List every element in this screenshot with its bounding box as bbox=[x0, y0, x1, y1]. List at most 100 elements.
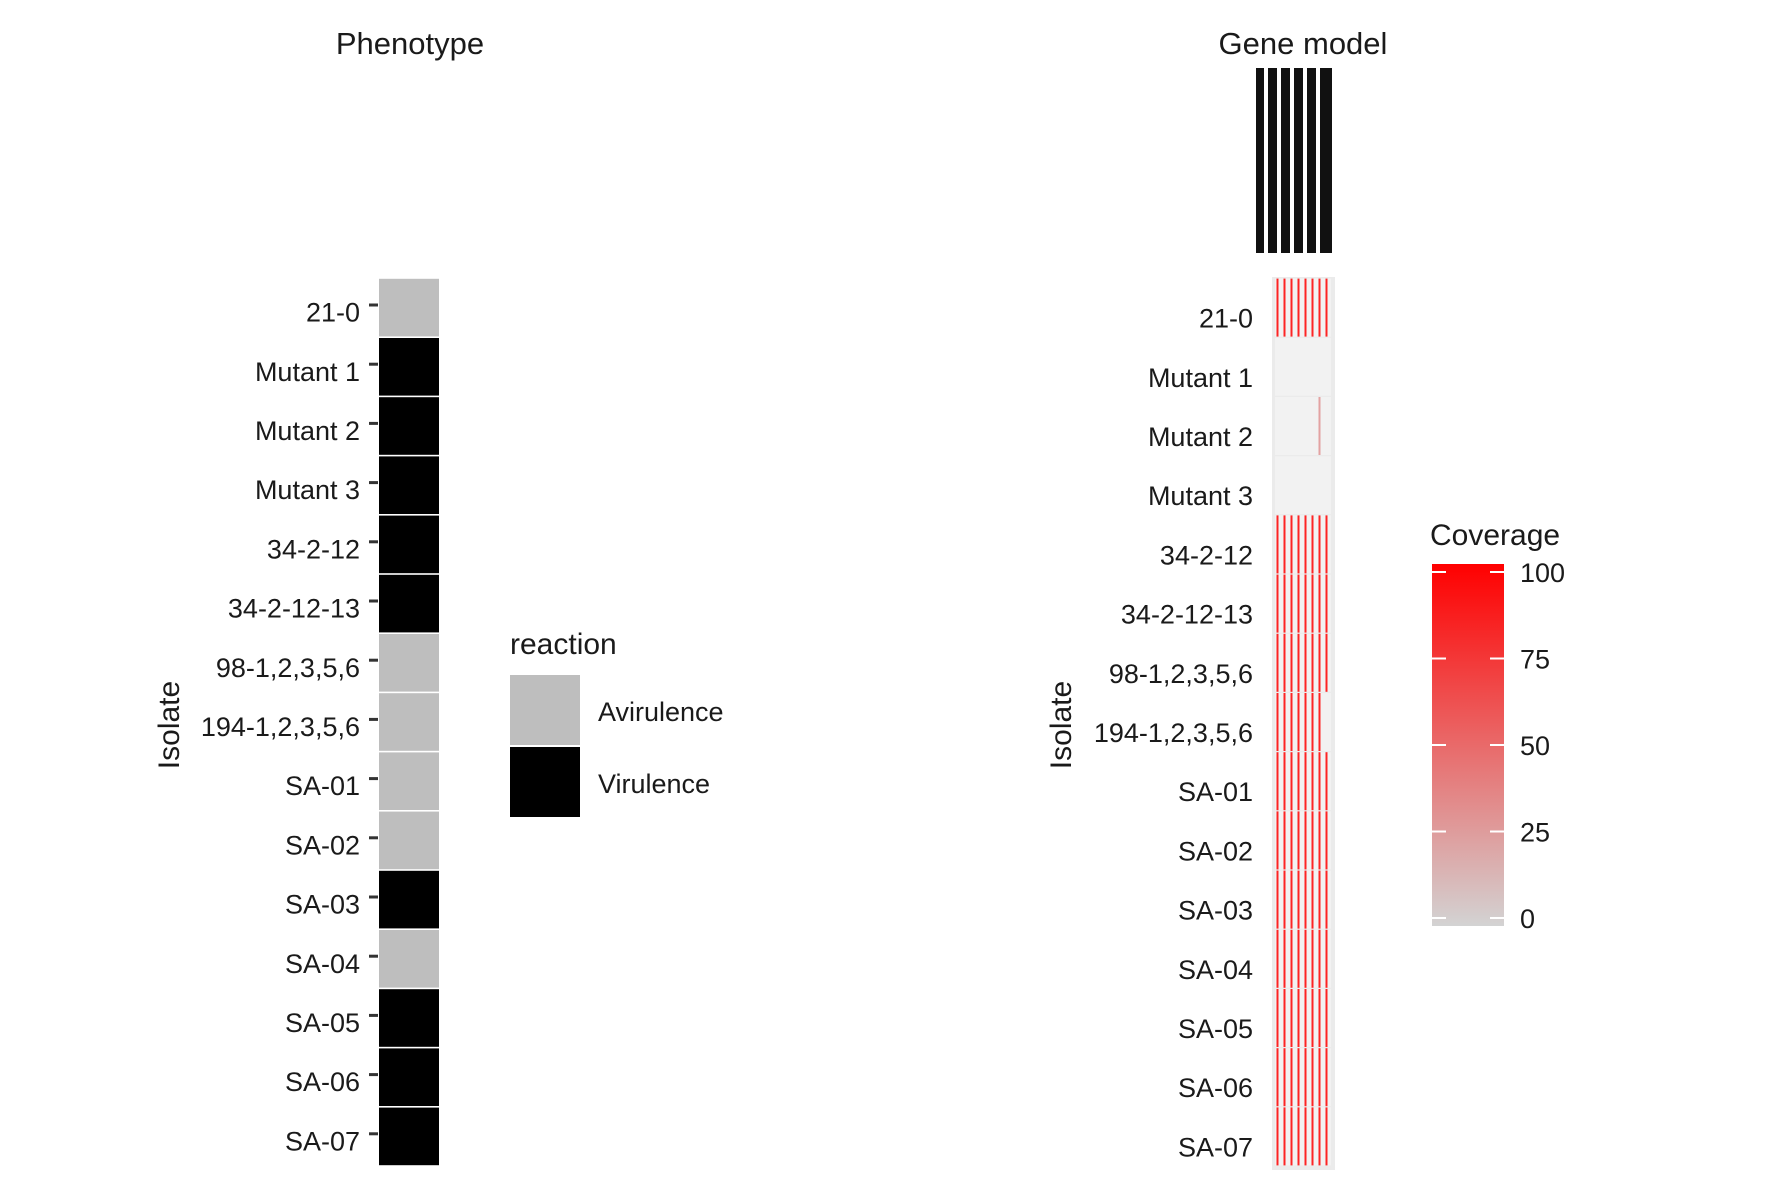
phenotype-cell bbox=[379, 752, 439, 810]
gene-model-coverage-mark bbox=[1297, 811, 1300, 870]
gene-model-cell bbox=[1303, 337, 1310, 396]
gene-model-coverage-mark bbox=[1276, 870, 1279, 929]
gene-model-coverage-mark bbox=[1297, 693, 1300, 751]
gene-model-coverage-mark bbox=[1318, 1048, 1321, 1107]
gene-model-panel: Gene model Isolate 21-0 Mutant 1 Mutant 2 M… bbox=[1045, 26, 1387, 1170]
gene-model-coverage-mark bbox=[1318, 1107, 1321, 1166]
gene-model-coverage-mark bbox=[1283, 278, 1286, 337]
phenotype-cell bbox=[379, 870, 439, 929]
gene-model-coverage-mark bbox=[1304, 989, 1307, 1047]
gene-model-coverage-mark bbox=[1304, 633, 1307, 692]
gene-model-coverage-mark bbox=[1325, 929, 1328, 988]
gene-model-cell bbox=[1282, 337, 1289, 396]
gene-model-tick-label: SA-01 bbox=[1178, 777, 1253, 807]
coverage-tick-label: 25 bbox=[1520, 818, 1550, 848]
gene-model-cell bbox=[1303, 456, 1310, 515]
coverage-legend: Coverage 0 25 50 75 100 bbox=[1430, 519, 1565, 934]
gene-model-coverage-mark bbox=[1276, 989, 1279, 1047]
gene-model-coverage-mark bbox=[1318, 989, 1321, 1047]
gene-model-cell bbox=[1324, 456, 1331, 515]
gene-model-coverage-mark bbox=[1276, 1048, 1279, 1107]
phenotype-tick-label: Mutant 1 bbox=[255, 357, 360, 387]
phenotype-cell bbox=[379, 930, 439, 988]
gene-model-coverage-mark bbox=[1304, 515, 1307, 574]
gene-model-coverage-mark bbox=[1290, 574, 1293, 633]
gene-model-coverage-mark bbox=[1304, 574, 1307, 633]
gene-model-coverage-mark bbox=[1276, 752, 1279, 811]
gene-model-coverage-mark bbox=[1290, 1107, 1293, 1166]
legend-label-avirulence: Avirulence bbox=[598, 697, 724, 727]
phenotype-cell bbox=[379, 693, 439, 751]
gene-model-coverage-mark bbox=[1318, 752, 1321, 811]
gene-model-cell bbox=[1275, 337, 1282, 396]
gene-id-label-block bbox=[1268, 68, 1277, 253]
gene-id-label-block bbox=[1281, 68, 1290, 253]
gene-model-coverage-mark bbox=[1325, 989, 1328, 1047]
gene-model-coverage-mark bbox=[1318, 693, 1321, 751]
gene-model-coverage-mark bbox=[1325, 574, 1328, 633]
gene-model-tick-label: SA-07 bbox=[1178, 1132, 1253, 1162]
coverage-tick-label: 100 bbox=[1520, 558, 1565, 588]
gene-model-coverage-mark bbox=[1311, 1048, 1314, 1107]
gene-model-coverage-mark bbox=[1325, 811, 1328, 870]
gene-model-coverage-mark bbox=[1304, 1107, 1307, 1166]
gene-model-coverage-mark bbox=[1325, 1107, 1328, 1166]
phenotype-panel: Phenotype Isolate 21-0 Mutant 1 Mutant 2 Mu… bbox=[153, 26, 484, 1166]
gene-model-coverage-mark bbox=[1318, 515, 1321, 574]
gene-model-cell bbox=[1317, 337, 1324, 396]
coverage-tick-label: 0 bbox=[1520, 904, 1535, 934]
gene-model-cell bbox=[1303, 397, 1310, 455]
gene-model-tick-label: 21-0 bbox=[1199, 304, 1253, 334]
gene-id-x-tick-labels bbox=[1256, 68, 1332, 253]
gene-model-coverage-mark bbox=[1290, 278, 1293, 337]
gene-model-coverage-mark bbox=[1290, 693, 1293, 751]
phenotype-cell bbox=[379, 515, 439, 574]
gene-model-coverage-mark bbox=[1290, 633, 1293, 692]
phenotype-tick-label: 98-1,2,3,5,6 bbox=[216, 653, 360, 683]
phenotype-y-tick-labels: 21-0 Mutant 1 Mutant 2 Mutant 3 34-2-12 34-2-… bbox=[201, 298, 360, 1157]
gene-model-coverage-mark bbox=[1325, 278, 1328, 337]
gene-model-coverage-mark bbox=[1290, 1048, 1293, 1107]
gene-model-coverage-mark bbox=[1304, 811, 1307, 870]
phenotype-cell bbox=[379, 338, 439, 396]
gene-model-coverage-mark bbox=[1318, 870, 1321, 929]
gene-model-coverage-mark bbox=[1318, 278, 1321, 337]
phenotype-cell bbox=[379, 811, 439, 870]
gene-model-coverage-mark bbox=[1283, 989, 1286, 1047]
phenotype-cell bbox=[379, 278, 439, 337]
gene-model-coverage-mark bbox=[1311, 752, 1314, 811]
phenotype-tick-label: 21-0 bbox=[306, 298, 360, 328]
gene-model-coverage-mark bbox=[1276, 811, 1279, 870]
gene-id-label-block bbox=[1256, 68, 1264, 253]
gene-model-coverage-mark bbox=[1325, 515, 1328, 574]
gene-model-tick-label: Mutant 3 bbox=[1148, 481, 1253, 511]
gene-model-coverage-mark bbox=[1318, 811, 1321, 870]
coverage-colorbar-ticks: 0 25 50 75 100 bbox=[1432, 558, 1565, 934]
gene-model-coverage-mark bbox=[1311, 574, 1314, 633]
phenotype-title: Phenotype bbox=[336, 26, 484, 61]
gene-model-tick-label: 98-1,2,3,5,6 bbox=[1109, 659, 1253, 689]
gene-model-coverage-mark bbox=[1311, 989, 1314, 1047]
gene-model-cell bbox=[1289, 456, 1296, 515]
gene-model-coverage-mark bbox=[1283, 811, 1286, 870]
gene-model-coverage-mark bbox=[1304, 929, 1307, 988]
gene-model-tick-label: Mutant 2 bbox=[1148, 422, 1253, 452]
gene-model-coverage-mark bbox=[1311, 278, 1314, 337]
gene-model-coverage-mark bbox=[1304, 278, 1307, 337]
phenotype-cell bbox=[379, 456, 439, 514]
phenotype-tick-label: SA-02 bbox=[285, 830, 360, 860]
gene-id-label-block bbox=[1323, 68, 1332, 253]
gene-model-tick-label: SA-03 bbox=[1178, 896, 1253, 926]
gene-model-coverage-mark bbox=[1304, 1048, 1307, 1107]
gene-model-coverage-mark bbox=[1304, 870, 1307, 929]
gene-model-coverage-mark bbox=[1297, 278, 1300, 337]
gene-model-coverage-mark bbox=[1276, 515, 1279, 574]
phenotype-tick-label: Mutant 3 bbox=[255, 475, 360, 505]
phenotype-tick-label: SA-03 bbox=[285, 890, 360, 920]
gene-model-coverage-mark bbox=[1283, 1107, 1286, 1166]
gene-model-coverage-mark bbox=[1297, 1048, 1300, 1107]
gene-model-coverage-mark bbox=[1318, 929, 1321, 988]
gene-model-coverage-mark bbox=[1297, 989, 1300, 1047]
gene-model-y-tick-labels: 21-0 Mutant 1 Mutant 2 Mutant 3 34-2-12 34-2-… bbox=[1094, 304, 1253, 1163]
